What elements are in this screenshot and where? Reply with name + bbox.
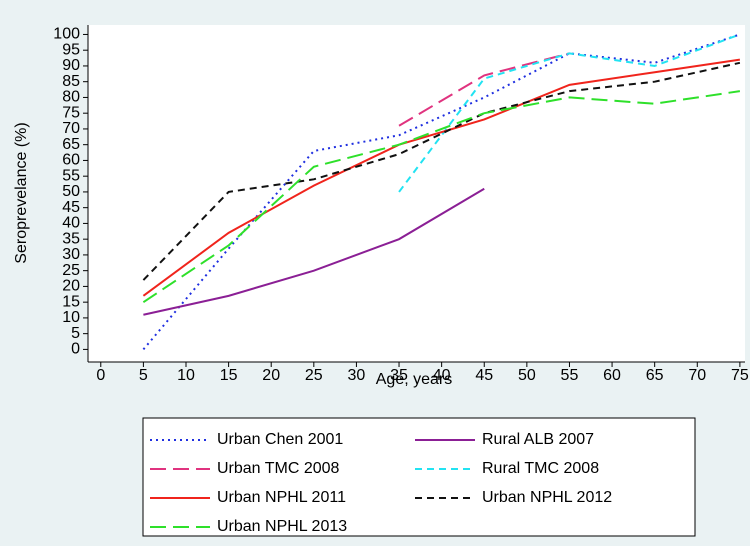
- x-axis-label: Age, years: [376, 371, 452, 388]
- y-tick-label: 60: [62, 152, 80, 169]
- x-tick-label: 0: [96, 367, 105, 384]
- x-tick-label: 55: [561, 367, 579, 384]
- x-tick-label: 75: [731, 367, 749, 384]
- legend-label: Urban NPHL 2013: [217, 518, 347, 535]
- series-line: [142, 58, 741, 297]
- y-tick-label: 35: [62, 230, 80, 247]
- x-tick-label: 15: [220, 367, 238, 384]
- x-tick-label: 30: [348, 367, 366, 384]
- y-tick-label: 80: [62, 89, 80, 106]
- x-tick-label: 60: [603, 367, 621, 384]
- x-tick-label: 25: [305, 367, 323, 384]
- legend-label: Urban NPHL 2012: [482, 489, 612, 506]
- y-tick-label: 40: [62, 215, 80, 232]
- y-axis-label: Seroprevelance (%): [13, 122, 30, 263]
- x-tick-label: 50: [518, 367, 536, 384]
- y-tick-label: 5: [71, 325, 80, 342]
- x-tick-label: 5: [139, 367, 148, 384]
- x-tick-label: 35: [390, 367, 408, 384]
- y-tick-label: 95: [62, 41, 80, 58]
- y-tick-label: 25: [62, 262, 80, 279]
- y-tick-label: 100: [53, 26, 80, 43]
- x-tick-label: 70: [688, 367, 706, 384]
- y-tick-label: 85: [62, 73, 80, 90]
- y-tick-label: 10: [62, 309, 80, 326]
- y-tick-label: 65: [62, 136, 80, 153]
- x-tick-label: 40: [433, 367, 451, 384]
- series-line: [142, 90, 741, 303]
- y-tick-label: 30: [62, 246, 80, 263]
- series-line: [143, 187, 485, 316]
- legend-label: Rural TMC 2008: [482, 460, 599, 477]
- plot-area: [88, 25, 745, 362]
- series-line: [142, 61, 741, 281]
- y-tick-label: 50: [62, 183, 80, 200]
- legend-label: Urban NPHL 2011: [217, 489, 346, 506]
- y-tick-label: 90: [62, 57, 80, 74]
- y-tick-label: 15: [62, 293, 80, 310]
- series-line: [398, 33, 741, 193]
- legend-label: Urban TMC 2008: [217, 460, 340, 477]
- y-tick-label: 20: [62, 278, 80, 295]
- y-tick-label: 0: [71, 341, 80, 358]
- y-tick-label: 75: [62, 104, 80, 121]
- legend-label: Rural ALB 2007: [482, 431, 594, 448]
- y-tick-label: 70: [62, 120, 80, 137]
- y-tick-label: 45: [62, 199, 80, 216]
- legend-box: [142, 417, 696, 537]
- x-tick-label: 65: [646, 367, 664, 384]
- x-tick-label: 45: [475, 367, 493, 384]
- legend-label: Urban Chen 2001: [217, 431, 343, 448]
- y-tick-label: 55: [62, 167, 80, 184]
- x-tick-label: 20: [262, 367, 280, 384]
- x-tick-label: 10: [177, 367, 195, 384]
